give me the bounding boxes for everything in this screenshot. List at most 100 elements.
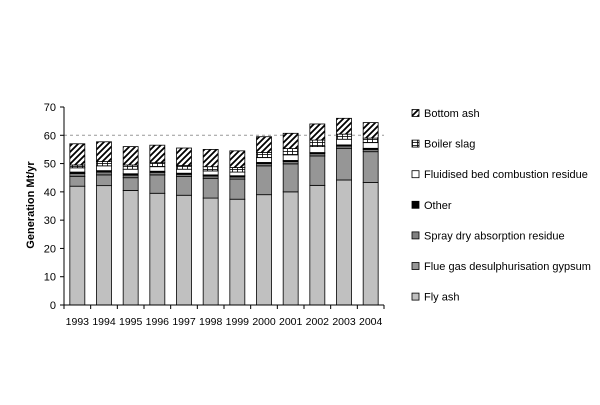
legend-item-flue-gas-desulphurisation-gypsum: Flue gas desulphurisation gypsum bbox=[411, 261, 591, 273]
y-axis-label: Generation Mt/yr bbox=[25, 161, 37, 249]
legend-swatch bbox=[411, 139, 420, 148]
y-tick-label: 60 bbox=[44, 130, 56, 142]
legend-swatch bbox=[411, 231, 420, 240]
x-tick-label: 1996 bbox=[146, 316, 170, 328]
bar-segment-bottom-ash bbox=[256, 136, 272, 153]
bar-segment-boiler-slag bbox=[122, 164, 139, 170]
x-tick-label: 1994 bbox=[92, 316, 116, 328]
bar-stack-2001 bbox=[282, 132, 299, 306]
x-tick-label: 1995 bbox=[119, 316, 143, 328]
bar-segment-bottom-ash bbox=[122, 146, 139, 166]
bar-segment-bottom-ash bbox=[282, 132, 299, 149]
bar-stack-2004 bbox=[362, 122, 379, 306]
legend-item-fluidised-bed-combustion-residue: Fluidised bed combustion residue bbox=[411, 169, 588, 181]
legend-item-fly-ash: Fly ash bbox=[411, 292, 459, 304]
bar-segment-fly-ash bbox=[202, 197, 219, 306]
bar-segment-fluidised-bed-combustion-residue bbox=[362, 142, 379, 149]
bar-segment-flue-gas-desulphurisation-gypsum bbox=[309, 155, 326, 186]
bar-stack-1994 bbox=[96, 141, 112, 306]
legend-item-boiler-slag: Boiler slag bbox=[411, 139, 475, 151]
x-tick-label: 1999 bbox=[226, 316, 250, 328]
x-tick-label: 1993 bbox=[66, 316, 90, 328]
bar-segment-flue-gas-desulphurisation-gypsum bbox=[176, 176, 192, 196]
legend-label: Spray dry absorption residue bbox=[424, 230, 565, 242]
x-tick-label: 1998 bbox=[199, 316, 223, 328]
bar-segment-boiler-slag bbox=[202, 166, 219, 172]
bar-segment-boiler-slag bbox=[96, 161, 112, 167]
bar-segment-fly-ash bbox=[176, 194, 192, 306]
legend-label: Flue gas desulphurisation gypsum bbox=[424, 261, 591, 273]
x-tick-label: 2001 bbox=[279, 316, 303, 328]
bar-segment-flue-gas-desulphurisation-gypsum bbox=[96, 174, 112, 187]
bar-segment-fluidised-bed-combustion-residue bbox=[309, 146, 326, 153]
bar-stack-2000 bbox=[256, 136, 272, 306]
legend: Bottom ash Boiler slag Fluidised bed combu… bbox=[411, 108, 591, 304]
bar-segment-bottom-ash bbox=[176, 147, 192, 166]
legend-label: Boiler slag bbox=[424, 139, 475, 151]
y-tick-label: 0 bbox=[50, 300, 56, 312]
legend-swatch bbox=[411, 292, 420, 301]
bar-segment-fluidised-bed-combustion-residue bbox=[149, 166, 166, 172]
bar-segment-bottom-ash bbox=[336, 117, 352, 135]
bar-segment-bottom-ash bbox=[69, 143, 86, 166]
x-tick-label: 2000 bbox=[252, 316, 276, 328]
bar-segment-fly-ash bbox=[149, 192, 166, 306]
legend-label: Fluidised bed combustion residue bbox=[424, 169, 588, 181]
bar-segment-boiler-slag bbox=[282, 148, 299, 156]
bars bbox=[69, 117, 379, 306]
bar-stack-2003 bbox=[336, 117, 352, 306]
bar-segment-flue-gas-desulphurisation-gypsum bbox=[362, 151, 379, 183]
bar-stack-1993 bbox=[69, 143, 86, 306]
bar-stack-1997 bbox=[176, 147, 192, 306]
bar-segment-flue-gas-desulphurisation-gypsum bbox=[202, 177, 219, 199]
legend-item-other: Other bbox=[411, 200, 452, 212]
y-tick-label: 50 bbox=[44, 159, 56, 171]
bar-segment-bottom-ash bbox=[202, 149, 219, 168]
y-tick-label: 20 bbox=[44, 243, 56, 255]
bar-segment-fluidised-bed-combustion-residue bbox=[122, 168, 139, 175]
bar-segment-bottom-ash bbox=[362, 122, 379, 139]
bar-segment-flue-gas-desulphurisation-gypsum bbox=[336, 147, 352, 181]
bar-stack-1998 bbox=[202, 149, 219, 306]
bar-stack-1995 bbox=[122, 146, 139, 306]
bar-segment-bottom-ash bbox=[149, 144, 166, 164]
bar-stack-1999 bbox=[229, 150, 246, 306]
bar-segment-fluidised-bed-combustion-residue bbox=[282, 154, 299, 161]
y-tick-label: 70 bbox=[44, 102, 56, 114]
bar-segment-fly-ash bbox=[122, 190, 139, 306]
bar-segment-fluidised-bed-combustion-residue bbox=[176, 168, 192, 174]
axes: 0 10 20 30 40 50 60 70 1993 1994 1995 1996 1997 1998 1… bbox=[44, 102, 385, 328]
bar-segment-boiler-slag bbox=[309, 139, 326, 147]
bar-segment-fluidised-bed-combustion-residue bbox=[202, 170, 219, 176]
legend-item-spray-dry-absorption-residue: Spray dry absorption residue bbox=[411, 230, 565, 242]
x-tick-label: 2003 bbox=[332, 316, 356, 328]
bar-segment-bottom-ash bbox=[96, 141, 112, 162]
bar-segment-boiler-slag bbox=[336, 133, 352, 140]
x-tick-label: 2004 bbox=[359, 316, 383, 328]
y-tick-label: 10 bbox=[44, 272, 56, 284]
legend-label: Other bbox=[424, 200, 452, 212]
bar-segment-flue-gas-desulphurisation-gypsum bbox=[69, 175, 86, 187]
y-tick-label: 40 bbox=[44, 187, 56, 199]
bar-segment-spray-dry-absorption-residue bbox=[96, 171, 112, 176]
bar-segment-fly-ash bbox=[282, 191, 299, 306]
legend-swatch bbox=[411, 200, 420, 209]
bar-segment-bottom-ash bbox=[229, 150, 246, 168]
bar-segment-boiler-slag bbox=[362, 137, 379, 144]
bar-segment-flue-gas-desulphurisation-gypsum bbox=[282, 163, 299, 193]
bar-segment-fly-ash bbox=[336, 179, 352, 306]
bar-segment-fly-ash bbox=[362, 182, 379, 306]
bar-segment-boiler-slag bbox=[256, 152, 272, 159]
bar-segment-fly-ash bbox=[69, 185, 86, 306]
bar-segment-fluidised-bed-combustion-residue bbox=[96, 165, 112, 172]
bar-segment-boiler-slag bbox=[69, 164, 86, 169]
bar-segment-boiler-slag bbox=[229, 167, 246, 173]
bar-segment-boiler-slag bbox=[176, 165, 192, 170]
bar-segment-fly-ash bbox=[96, 185, 112, 306]
bar-segment-fly-ash bbox=[309, 184, 326, 306]
legend-swatch bbox=[411, 170, 420, 179]
x-tick-label: 1997 bbox=[172, 316, 196, 328]
legend-item-bottom-ash: Bottom ash bbox=[411, 108, 480, 120]
